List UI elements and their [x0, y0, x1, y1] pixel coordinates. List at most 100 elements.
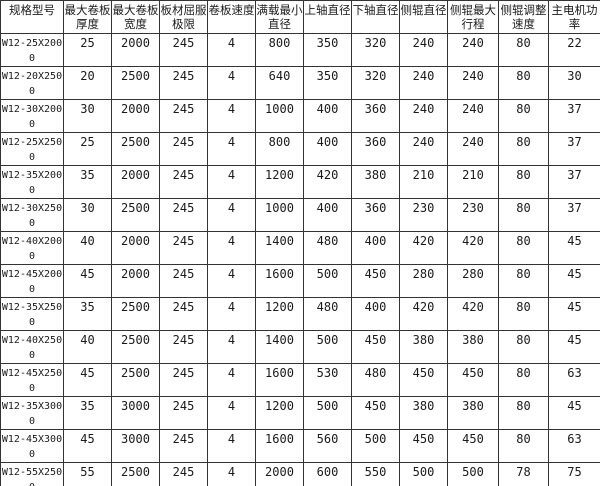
value-cell: 245 [159, 429, 208, 463]
table-row: W12-30X2000 30 2000 245 4 1000 400 360 240 240 80 3… [0, 99, 600, 133]
value-cell: 55 [63, 462, 112, 486]
value-cell: 37 [548, 165, 600, 199]
value-cell: 1000 [255, 198, 304, 232]
model-cell: W12-45X3000 [0, 429, 64, 463]
value-cell: 3000 [111, 429, 160, 463]
value-cell: 360 [351, 132, 400, 166]
model-cell: W12-30X2000 [0, 99, 64, 133]
table-row: W12-45X2500 45 2500 245 4 1600 530 480 450 450 80 6… [0, 363, 600, 397]
value-cell: 400 [303, 132, 352, 166]
value-cell: 45 [548, 330, 600, 364]
table-row: W12-25X2500 25 2500 245 4 800 400 360 240 240 80 37 [0, 132, 600, 166]
value-cell: 80 [498, 99, 549, 133]
value-cell: 1600 [255, 429, 304, 463]
model-cell: W12-35X2500 [0, 297, 64, 331]
value-cell: 4 [207, 198, 256, 232]
value-cell: 4 [207, 33, 256, 67]
value-cell: 400 [303, 99, 352, 133]
model-cell: W12-40X2000 [0, 231, 64, 265]
model-cell: W12-25X2500 [0, 132, 64, 166]
column-header-5: 卷板速度 [207, 0, 256, 34]
value-cell: 2500 [111, 198, 160, 232]
table-row: W12-35X2000 35 2000 245 4 1200 420 380 210 210 80 3… [0, 165, 600, 199]
value-cell: 400 [303, 198, 352, 232]
value-cell: 210 [447, 165, 499, 199]
value-cell: 380 [351, 165, 400, 199]
value-cell: 78 [498, 462, 549, 486]
value-cell: 800 [255, 132, 304, 166]
value-cell: 480 [303, 231, 352, 265]
model-cell: W12-25X2000 [0, 33, 64, 67]
value-cell: 245 [159, 165, 208, 199]
value-cell: 30 [63, 198, 112, 232]
table-row: W12-25X2000 25 2000 245 4 800 350 320 240 240 80 22 [0, 33, 600, 67]
value-cell: 4 [207, 462, 256, 486]
header-row: 规格型号 最大卷板厚度 最大卷板宽度 板材屈服极限 卷板速度 满载最小直径 上轴直径 下轴直径… [0, 0, 600, 34]
value-cell: 4 [207, 297, 256, 331]
value-cell: 245 [159, 99, 208, 133]
value-cell: 45 [548, 264, 600, 298]
column-header-7: 上轴直径 [303, 0, 352, 34]
value-cell: 80 [498, 198, 549, 232]
value-cell: 420 [447, 297, 499, 331]
column-header-6: 满载最小直径 [255, 0, 304, 34]
column-header-9: 侧辊直径 [399, 0, 448, 34]
value-cell: 30 [548, 66, 600, 100]
table-row: W12-35X3000 35 3000 245 4 1200 500 450 380 380 80 4… [0, 396, 600, 430]
value-cell: 380 [399, 330, 448, 364]
model-cell: W12-30X2500 [0, 198, 64, 232]
value-cell: 45 [548, 396, 600, 430]
value-cell: 1200 [255, 297, 304, 331]
value-cell: 30 [63, 99, 112, 133]
value-cell: 35 [63, 297, 112, 331]
value-cell: 63 [548, 429, 600, 463]
value-cell: 4 [207, 165, 256, 199]
value-cell: 2500 [111, 297, 160, 331]
value-cell: 45 [548, 297, 600, 331]
value-cell: 245 [159, 363, 208, 397]
value-cell: 37 [548, 198, 600, 232]
value-cell: 80 [498, 396, 549, 430]
model-cell: W12-55X2500 [0, 462, 64, 486]
value-cell: 2500 [111, 66, 160, 100]
value-cell: 2000 [255, 462, 304, 486]
value-cell: 80 [498, 231, 549, 265]
value-cell: 2000 [111, 99, 160, 133]
column-header-2: 最大卷板厚度 [63, 0, 112, 34]
value-cell: 420 [303, 165, 352, 199]
value-cell: 380 [399, 396, 448, 430]
value-cell: 550 [351, 462, 400, 486]
value-cell: 245 [159, 264, 208, 298]
value-cell: 230 [399, 198, 448, 232]
value-cell: 245 [159, 198, 208, 232]
column-header-1: 规格型号 [0, 0, 64, 34]
model-cell: W12-35X2000 [0, 165, 64, 199]
value-cell: 640 [255, 66, 304, 100]
value-cell: 1600 [255, 363, 304, 397]
value-cell: 245 [159, 132, 208, 166]
value-cell: 240 [399, 99, 448, 133]
table-row: W12-55X250055250024542000600550500500787… [0, 462, 600, 486]
value-cell: 450 [447, 363, 499, 397]
value-cell: 35 [63, 165, 112, 199]
value-cell: 240 [399, 33, 448, 67]
value-cell: 360 [351, 198, 400, 232]
value-cell: 4 [207, 429, 256, 463]
value-cell: 4 [207, 66, 256, 100]
model-cell: W12-20X2500 [0, 66, 64, 100]
value-cell: 480 [351, 363, 400, 397]
model-cell: W12-35X3000 [0, 396, 64, 430]
value-cell: 800 [255, 33, 304, 67]
value-cell: 450 [351, 264, 400, 298]
value-cell: 500 [303, 330, 352, 364]
value-cell: 245 [159, 33, 208, 67]
value-cell: 20 [63, 66, 112, 100]
value-cell: 80 [498, 33, 549, 67]
model-cell: W12-45X2500 [0, 363, 64, 397]
model-cell: W12-40X2500 [0, 330, 64, 364]
value-cell: 400 [351, 231, 400, 265]
value-cell: 1200 [255, 165, 304, 199]
value-cell: 450 [351, 396, 400, 430]
value-cell: 560 [303, 429, 352, 463]
